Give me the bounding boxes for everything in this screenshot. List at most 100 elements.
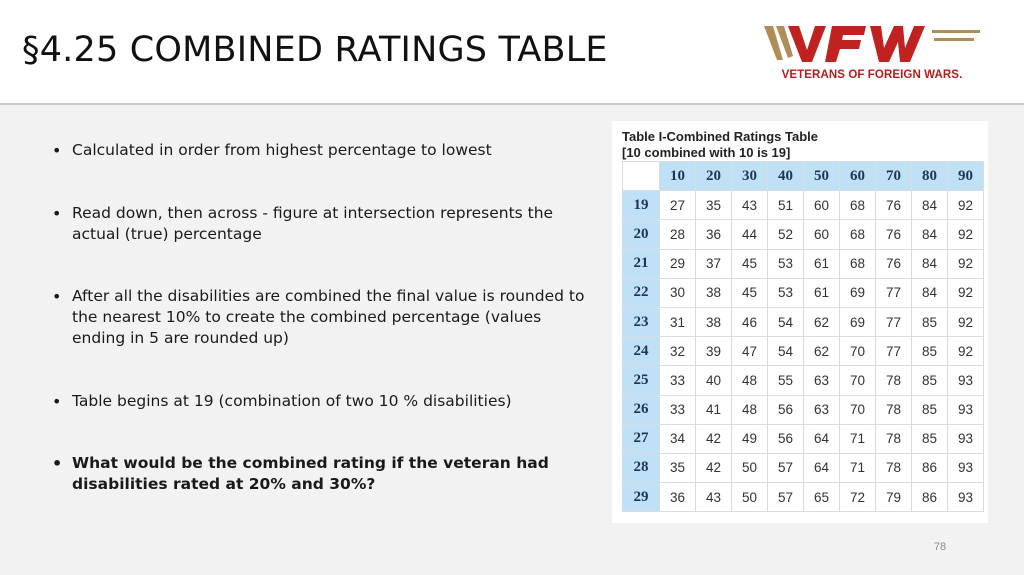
row-header: 23: [622, 306, 660, 338]
table-cell: 27: [659, 190, 696, 221]
table-cell: 85: [911, 365, 948, 396]
table-cell: 62: [803, 306, 840, 338]
table-cell: 42: [695, 452, 732, 484]
vfw-logo: VETERANS OF FOREIGN WARS.: [762, 20, 982, 88]
table-cell: 55: [767, 365, 804, 396]
table-cell: 69: [839, 306, 876, 338]
row-header: 21: [622, 248, 660, 279]
table-cell: 72: [839, 482, 876, 513]
table-cell: 93: [947, 452, 984, 484]
table-cell: 85: [911, 336, 948, 367]
table-cell: 43: [731, 190, 768, 221]
column-header: 60: [839, 160, 876, 192]
table-cell: 42: [695, 423, 732, 454]
table-cell: 45: [731, 248, 768, 279]
table-cell: 65: [803, 482, 840, 513]
table-cell: 44: [731, 219, 768, 250]
table-cell: 29: [659, 248, 696, 279]
table-cell: 86: [911, 482, 948, 513]
table-cell: 60: [803, 190, 840, 221]
table-cell: 93: [947, 423, 984, 454]
table-cell: 38: [695, 277, 732, 308]
row-header: 25: [622, 365, 660, 396]
row-header: 19: [622, 190, 660, 221]
table-row: 19 27 35 43 51 60 68 76 84 92: [622, 190, 984, 221]
bullet-item: Table begins at 19 (combination of two 1…: [52, 391, 592, 412]
column-header: 40: [767, 160, 804, 192]
table-cell: 93: [947, 365, 984, 396]
table-cell: 92: [947, 219, 984, 250]
table-cell: 92: [947, 190, 984, 221]
bullet-item-question: What would be the combined rating if the…: [52, 453, 592, 495]
table-cell: 63: [803, 394, 840, 425]
table-cell: 30: [659, 277, 696, 308]
table-caption-note: [10 combined with 10 is 19]: [622, 145, 791, 160]
table-cell: 86: [911, 452, 948, 484]
slide-header: §4.25 COMBINED RATINGS TABLE VETERANS OF…: [0, 0, 1024, 105]
row-header: 26: [622, 394, 660, 425]
table-cell: 68: [839, 219, 876, 250]
table-cell: 51: [767, 190, 804, 221]
bullet-text: What would be the combined rating if the…: [72, 454, 549, 493]
table-cell: 28: [659, 219, 696, 250]
table-cell: 38: [695, 306, 732, 338]
row-header: 22: [622, 277, 660, 308]
row-header: 27: [622, 423, 660, 454]
table-cell: 57: [767, 482, 804, 513]
table-cell: 54: [767, 336, 804, 367]
table-cell: 78: [875, 365, 912, 396]
table-cell: 43: [695, 482, 732, 513]
table-cell: 64: [803, 423, 840, 454]
table-cell: 93: [947, 394, 984, 425]
table-cell: 71: [839, 423, 876, 454]
table-row: 20 28 36 44 52 60 68 76 84 92: [622, 219, 984, 250]
table-row: 29 36 43 50 57 65 72 79 86 93: [622, 482, 984, 513]
table-cell: 77: [875, 336, 912, 367]
column-header: 30: [731, 160, 768, 192]
page-number: 78: [933, 541, 947, 553]
table-cell: 92: [947, 306, 984, 338]
table-cell: 35: [695, 190, 732, 221]
table-cell: 64: [803, 452, 840, 484]
table-cell: 79: [875, 482, 912, 513]
bullet-text: Table begins at 19 (combination of two 1…: [72, 392, 512, 410]
table-cell: 48: [731, 365, 768, 396]
table-cell: 56: [767, 394, 804, 425]
table-cell: 78: [875, 423, 912, 454]
table-cell: 57: [767, 452, 804, 484]
table-cell: 56: [767, 423, 804, 454]
column-header: 10: [659, 160, 696, 192]
table-cell: 61: [803, 277, 840, 308]
table-cell: 35: [659, 452, 696, 484]
table-row: 21 29 37 45 53 61 68 76 84 92: [622, 248, 984, 279]
table-cell: 77: [875, 306, 912, 338]
bullet-item: After all the disabilities are combined …: [52, 286, 592, 349]
table-row: 26 33 41 48 56 63 70 78 85 93: [622, 394, 984, 425]
combined-ratings-table: 10 20 30 40 50 60 70 80 90 19 27 35 43 51 60 68 76 84 92 20…: [622, 160, 984, 513]
table-cell: 46: [731, 306, 768, 338]
table-cell: 40: [695, 365, 732, 396]
table-cell: 54: [767, 306, 804, 338]
table-cell: 78: [875, 452, 912, 484]
table-cell: 85: [911, 394, 948, 425]
row-header: 24: [622, 336, 660, 367]
vfw-logo-subtitle: VETERANS OF FOREIGN WARS.: [781, 69, 963, 81]
table-cell: 53: [767, 277, 804, 308]
row-header: 28: [622, 452, 660, 484]
table-cell: 70: [839, 394, 876, 425]
table-cell: 92: [947, 248, 984, 279]
table-corner-cell: [622, 160, 660, 192]
table-cell: 84: [911, 248, 948, 279]
column-header: 90: [947, 160, 984, 192]
table-cell: 76: [875, 219, 912, 250]
bullet-text: Calculated in order from highest percent…: [72, 141, 492, 159]
table-cell: 84: [911, 190, 948, 221]
bullet-text: Read down, then across - figure at inter…: [72, 204, 554, 243]
table-cell: 36: [659, 482, 696, 513]
combined-ratings-table-image: Table I-Combined Ratings Table [10 combi…: [612, 121, 988, 523]
table-cell: 47: [731, 336, 768, 367]
table-cell: 85: [911, 423, 948, 454]
column-header: 70: [875, 160, 912, 192]
row-header: 29: [622, 482, 660, 513]
table-cell: 78: [875, 394, 912, 425]
